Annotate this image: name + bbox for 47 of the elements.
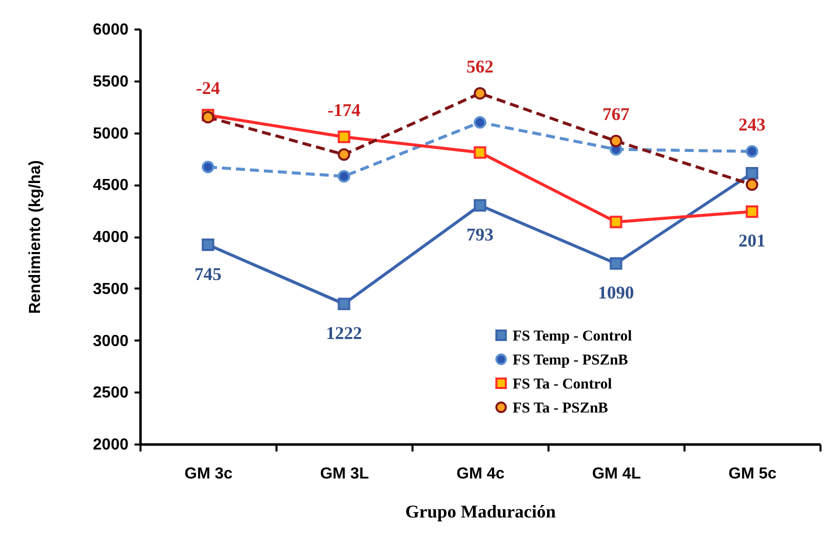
point [338, 130, 350, 144]
y-tick-label: 5000 [92, 125, 129, 142]
annotation: 767 [602, 104, 630, 124]
annotation: -174 [328, 100, 360, 120]
y-axis-title: Rendimiento (kg/ha) [26, 160, 44, 314]
point [610, 257, 622, 270]
annotation: 201 [738, 230, 766, 251]
point [338, 298, 350, 310]
annotation: -24 [196, 78, 220, 98]
x-tick-label: GM 5c [728, 466, 777, 482]
annotation: 562 [466, 56, 494, 76]
y-tick-label: 6000 [92, 22, 129, 38]
annotation: 1090 [598, 282, 634, 302]
annotation: 243 [738, 114, 766, 134]
y-tick-label: 2000 [92, 436, 129, 454]
legend-label: FS Ta - Control [512, 376, 612, 392]
x-tick-label: GM 4L [592, 466, 642, 482]
point [610, 216, 622, 228]
point [610, 134, 622, 148]
annotation: 745 [194, 264, 222, 284]
y-tick-label: 4500 [92, 177, 129, 194]
point [746, 178, 758, 191]
point [474, 116, 486, 129]
point [474, 146, 486, 159]
y-tick-label: 5500 [92, 73, 129, 90]
legend-label: FS Temp - Control [512, 328, 632, 344]
point [746, 205, 758, 218]
y-tick-label: 3500 [92, 280, 129, 298]
y-tick-label: 2500 [92, 384, 129, 402]
x-tick-label: GM 3L [320, 466, 370, 482]
x-tick-label: GM 3c [184, 466, 233, 482]
point [338, 148, 350, 161]
x-tick-label: GM 4c [456, 466, 505, 482]
y-tick-label: 3000 [92, 332, 129, 350]
annotation: 793 [466, 224, 494, 244]
annotation: 1222 [326, 322, 362, 343]
x-axis-title: Grupo Maduración [405, 502, 556, 522]
point [746, 166, 758, 180]
point [474, 199, 486, 212]
point [474, 87, 486, 100]
point [202, 160, 214, 174]
point [746, 145, 758, 158]
legend-label: FS Temp - PSZnB [512, 352, 628, 368]
point [202, 238, 214, 252]
legend-label: FS Ta - PSZnB [512, 400, 608, 416]
point [338, 170, 350, 183]
y-tick-label: 4000 [92, 229, 129, 246]
